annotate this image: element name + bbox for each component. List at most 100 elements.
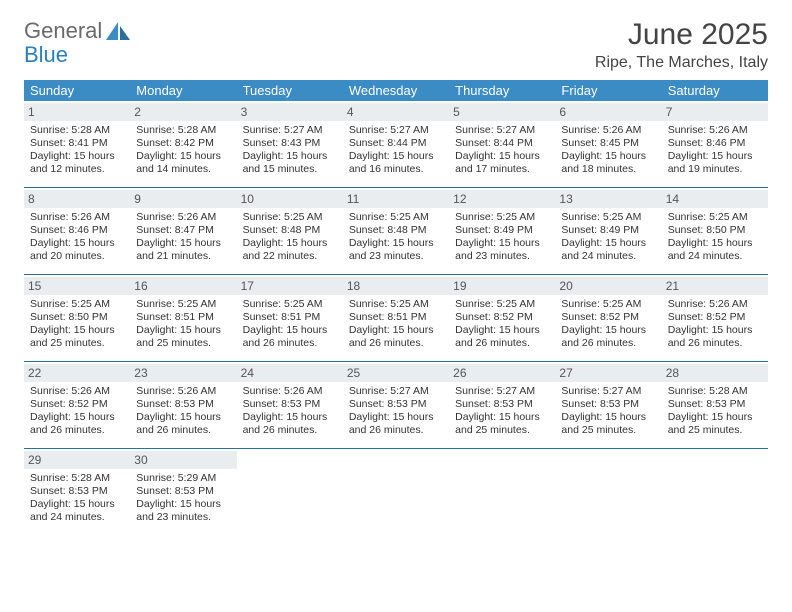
sunrise-line: Sunrise: 5:25 AM: [349, 298, 443, 311]
daylight-line: Daylight: 15 hours and 25 minutes.: [136, 324, 230, 350]
sunset-line: Sunset: 8:53 PM: [136, 485, 230, 498]
calendar-cell: 6Sunrise: 5:26 AMSunset: 8:45 PMDaylight…: [555, 101, 661, 187]
calendar-cell: 28 Sunrise: 5:28 AMSunset: 8:53 PMDayligh…: [662, 362, 768, 448]
day-header: Saturday: [662, 80, 768, 101]
sunset-line: Sunset: 8:42 PM: [136, 137, 230, 150]
logo-text-1: General: [24, 18, 102, 44]
day-number: 3: [237, 103, 343, 121]
calendar-cell: 12Sunrise: 5:25 AMSunset: 8:49 PMDayligh…: [449, 188, 555, 274]
calendar-cell: 24Sunrise: 5:26 AMSunset: 8:53 PMDayligh…: [237, 362, 343, 448]
day-header: Friday: [555, 80, 661, 101]
daylight-line: Daylight: 15 hours and 26 minutes.: [136, 411, 230, 437]
day-number: 28: [662, 364, 768, 382]
daylight-line: Daylight: 15 hours and 24 minutes.: [30, 498, 124, 524]
sunrise-line: Sunrise: 5:29 AM: [136, 472, 230, 485]
calendar-cell: 29Sunrise: 5:28 AMSunset: 8:53 PMDayligh…: [24, 449, 130, 535]
sunset-line: Sunset: 8:53 PM: [243, 398, 337, 411]
sunset-line: Sunset: 8:50 PM: [668, 224, 762, 237]
day-number: 12: [449, 190, 555, 208]
day-number: 7: [662, 103, 768, 121]
calendar-week: 1Sunrise: 5:28 AMSunset: 8:41 PMDaylight…: [24, 101, 768, 188]
day-number: 2: [130, 103, 236, 121]
sunrise-line: Sunrise: 5:25 AM: [349, 211, 443, 224]
day-number: 5: [449, 103, 555, 121]
calendar-cell: 5Sunrise: 5:27 AMSunset: 8:44 PMDaylight…: [449, 101, 555, 187]
day-number: 8: [24, 190, 130, 208]
day-number: 15: [24, 277, 130, 295]
daylight-line: Daylight: 15 hours and 25 minutes.: [668, 411, 762, 437]
sunset-line: Sunset: 8:49 PM: [561, 224, 655, 237]
calendar-cell: 3Sunrise: 5:27 AMSunset: 8:43 PMDaylight…: [237, 101, 343, 187]
daylight-line: Daylight: 15 hours and 26 minutes.: [30, 411, 124, 437]
day-number: 26: [449, 364, 555, 382]
calendar-cell: [662, 449, 768, 535]
sunset-line: Sunset: 8:53 PM: [561, 398, 655, 411]
daylight-line: Daylight: 15 hours and 18 minutes.: [561, 150, 655, 176]
calendar-cell: 30Sunrise: 5:29 AMSunset: 8:53 PMDayligh…: [130, 449, 236, 535]
calendar-week: 22Sunrise: 5:26 AMSunset: 8:52 PMDayligh…: [24, 362, 768, 449]
daylight-line: Daylight: 15 hours and 12 minutes.: [30, 150, 124, 176]
sunset-line: Sunset: 8:47 PM: [136, 224, 230, 237]
sunrise-line: Sunrise: 5:25 AM: [455, 298, 549, 311]
sunrise-line: Sunrise: 5:26 AM: [668, 298, 762, 311]
daylight-line: Daylight: 15 hours and 25 minutes.: [30, 324, 124, 350]
daylight-line: Daylight: 15 hours and 22 minutes.: [243, 237, 337, 263]
sunset-line: Sunset: 8:53 PM: [668, 398, 762, 411]
daylight-line: Daylight: 15 hours and 24 minutes.: [561, 237, 655, 263]
sunset-line: Sunset: 8:52 PM: [30, 398, 124, 411]
sunset-line: Sunset: 8:51 PM: [136, 311, 230, 324]
sunrise-line: Sunrise: 5:27 AM: [243, 124, 337, 137]
calendar-cell: 15Sunrise: 5:25 AMSunset: 8:50 PMDayligh…: [24, 275, 130, 361]
sunset-line: Sunset: 8:41 PM: [30, 137, 124, 150]
daylight-line: Daylight: 15 hours and 23 minutes.: [455, 237, 549, 263]
daylight-line: Daylight: 15 hours and 24 minutes.: [668, 237, 762, 263]
calendar-cell: 8Sunrise: 5:26 AMSunset: 8:46 PMDaylight…: [24, 188, 130, 274]
daylight-line: Daylight: 15 hours and 26 minutes.: [561, 324, 655, 350]
calendar-cell: 27Sunrise: 5:27 AMSunset: 8:53 PMDayligh…: [555, 362, 661, 448]
sunrise-line: Sunrise: 5:28 AM: [668, 385, 762, 398]
sunrise-line: Sunrise: 5:25 AM: [561, 298, 655, 311]
calendar-cell: 10Sunrise: 5:25 AMSunset: 8:48 PMDayligh…: [237, 188, 343, 274]
day-header: Thursday: [449, 80, 555, 101]
sunrise-line: Sunrise: 5:27 AM: [349, 124, 443, 137]
sunrise-line: Sunrise: 5:26 AM: [30, 385, 124, 398]
daylight-line: Daylight: 15 hours and 15 minutes.: [243, 150, 337, 176]
calendar-cell: 11Sunrise: 5:25 AMSunset: 8:48 PMDayligh…: [343, 188, 449, 274]
calendar-cell: 9Sunrise: 5:26 AMSunset: 8:47 PMDaylight…: [130, 188, 236, 274]
sunset-line: Sunset: 8:53 PM: [349, 398, 443, 411]
day-header: Sunday: [24, 80, 130, 101]
sunrise-line: Sunrise: 5:27 AM: [455, 385, 549, 398]
calendar-cell: 17Sunrise: 5:25 AMSunset: 8:51 PMDayligh…: [237, 275, 343, 361]
sunset-line: Sunset: 8:49 PM: [455, 224, 549, 237]
sunrise-line: Sunrise: 5:26 AM: [243, 385, 337, 398]
calendar-cell: 22Sunrise: 5:26 AMSunset: 8:52 PMDayligh…: [24, 362, 130, 448]
calendar-cell: 21Sunrise: 5:26 AMSunset: 8:52 PMDayligh…: [662, 275, 768, 361]
sunset-line: Sunset: 8:53 PM: [30, 485, 124, 498]
calendar-cell: 1Sunrise: 5:28 AMSunset: 8:41 PMDaylight…: [24, 101, 130, 187]
daylight-line: Daylight: 15 hours and 14 minutes.: [136, 150, 230, 176]
sunset-line: Sunset: 8:48 PM: [349, 224, 443, 237]
day-number: 27: [555, 364, 661, 382]
daylight-line: Daylight: 15 hours and 21 minutes.: [136, 237, 230, 263]
day-number: 14: [662, 190, 768, 208]
sunrise-line: Sunrise: 5:26 AM: [136, 385, 230, 398]
daylight-line: Daylight: 15 hours and 26 minutes.: [349, 411, 443, 437]
day-number: 11: [343, 190, 449, 208]
sunset-line: Sunset: 8:53 PM: [136, 398, 230, 411]
calendar-cell: [343, 449, 449, 535]
daylight-line: Daylight: 15 hours and 26 minutes.: [668, 324, 762, 350]
calendar-cell: 4Sunrise: 5:27 AMSunset: 8:44 PMDaylight…: [343, 101, 449, 187]
calendar-cell: 14Sunrise: 5:25 AMSunset: 8:50 PMDayligh…: [662, 188, 768, 274]
daylight-line: Daylight: 15 hours and 25 minutes.: [455, 411, 549, 437]
daylight-line: Daylight: 15 hours and 26 minutes.: [455, 324, 549, 350]
day-number: 13: [555, 190, 661, 208]
daylight-line: Daylight: 15 hours and 20 minutes.: [30, 237, 124, 263]
location: Ripe, The Marches, Italy: [595, 54, 768, 72]
sunrise-line: Sunrise: 5:25 AM: [243, 298, 337, 311]
day-number: 21: [662, 277, 768, 295]
daylight-line: Daylight: 15 hours and 16 minutes.: [349, 150, 443, 176]
calendar-cell: 23Sunrise: 5:26 AMSunset: 8:53 PMDayligh…: [130, 362, 236, 448]
day-number: 20: [555, 277, 661, 295]
sunset-line: Sunset: 8:46 PM: [30, 224, 124, 237]
day-number: 9: [130, 190, 236, 208]
